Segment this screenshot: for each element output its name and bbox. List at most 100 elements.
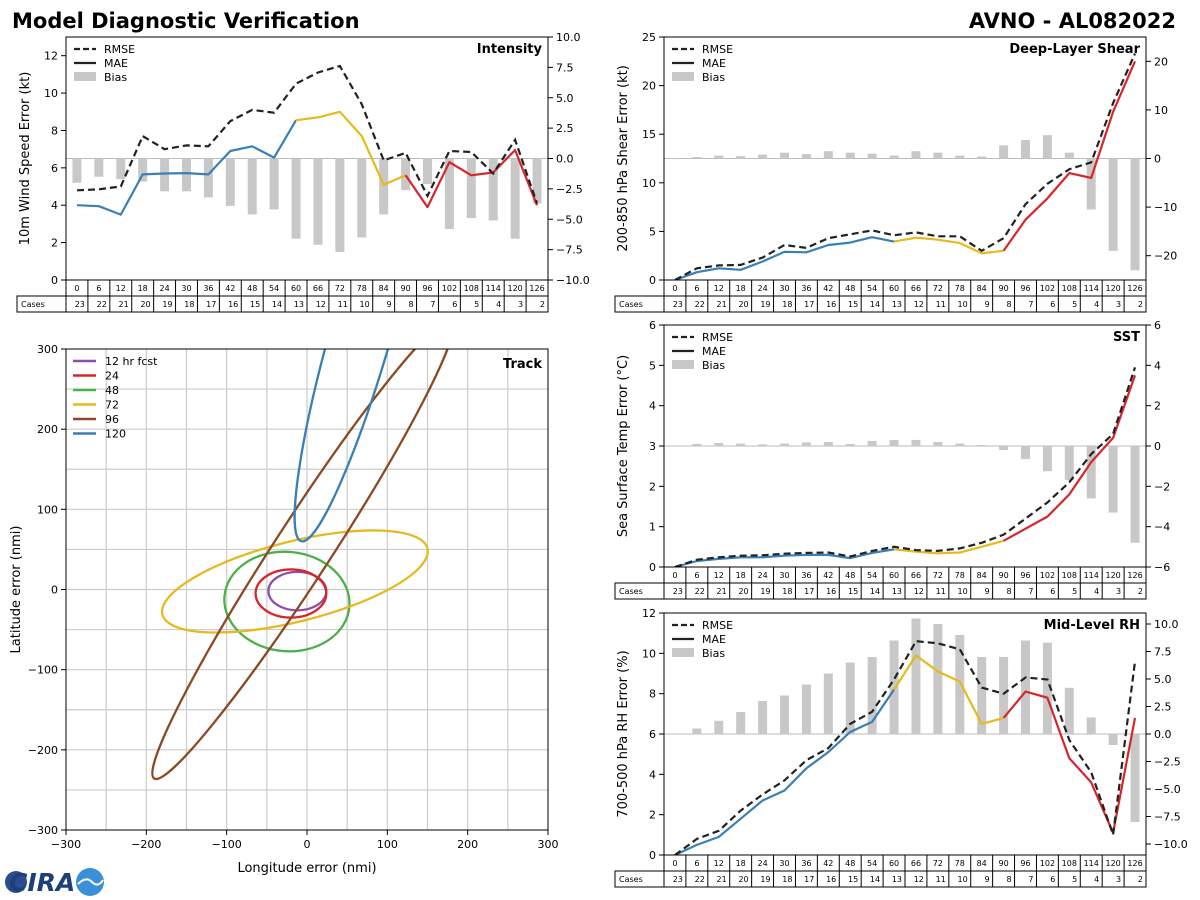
bias-bar — [1108, 446, 1118, 513]
bias-bar — [203, 158, 213, 198]
bias-bar — [335, 158, 345, 253]
bias-bar — [780, 443, 789, 446]
bias-bar — [823, 441, 833, 446]
figure-title: Model Diagnostic Verification — [12, 9, 360, 33]
bias-bar — [379, 158, 389, 215]
case-count: 18 — [782, 587, 792, 596]
hour-label: 96 — [1020, 859, 1030, 868]
panel-title: SST — [1113, 330, 1140, 345]
ellipse-layer — [151, 349, 455, 781]
hour-label: 108 — [1062, 284, 1077, 293]
bias-bar — [999, 145, 1009, 159]
rmse-line — [674, 53, 1137, 281]
bias-bar — [225, 158, 235, 206]
rmse-line — [674, 367, 1137, 569]
bias-bar — [758, 444, 768, 446]
legend-mae-label: MAE — [702, 57, 726, 70]
case-count: 12 — [316, 300, 326, 309]
y-tick-label: 5 — [649, 359, 656, 372]
bias-bar — [1108, 158, 1118, 251]
bias-bar — [357, 158, 367, 238]
bias-bar — [1042, 446, 1052, 472]
bias-bar — [955, 443, 965, 446]
bias-bar — [911, 151, 921, 159]
track-panel: −300 −200 −100 0 100 200 300 −300 −200 −100 0 100 20… — [9, 343, 559, 876]
case-count: 15 — [848, 875, 858, 884]
cira-globe-icon — [5, 871, 27, 893]
bias-bar — [1064, 446, 1074, 481]
y-tick-label: 12 — [642, 607, 656, 620]
hour-label: 6 — [694, 284, 699, 293]
bias-bar — [692, 443, 702, 446]
case-count: 16 — [826, 875, 836, 884]
hour-label: 24 — [757, 284, 767, 293]
cases-row — [16, 295, 549, 313]
legend-bias-label: Bias — [104, 71, 127, 84]
case-count: 6 — [1050, 875, 1055, 884]
hour-label: 66 — [911, 859, 921, 868]
y-tick-label: 10 — [642, 647, 656, 660]
hour-label: 84 — [379, 284, 389, 293]
y-tick-label: 0 — [649, 274, 656, 287]
hour-label: 72 — [933, 859, 943, 868]
rmse-line — [76, 64, 539, 204]
bias-bar — [867, 440, 877, 446]
hour-label: 60 — [889, 571, 899, 580]
x-tick-label: −300 — [51, 838, 81, 851]
legend-bias-label: Bias — [702, 647, 725, 660]
case-count: 15 — [848, 300, 858, 309]
case-count: 2 — [1138, 587, 1143, 596]
y-tick-label: −200 — [28, 744, 58, 757]
panel-title: Deep-Layer Shear — [1009, 42, 1140, 57]
y2-tick-label: −4 — [1154, 521, 1170, 534]
bias-bar — [1086, 717, 1096, 734]
case-count: 19 — [760, 875, 770, 884]
case-count: 11 — [936, 300, 946, 309]
y2-tick-label: 0 — [1154, 153, 1161, 166]
intensity-panel: 024681012−10.0−7.5−5.0−2.50.02.55.07.510… — [16, 31, 590, 313]
case-count: 4 — [1094, 587, 1099, 596]
case-count: 16 — [826, 587, 836, 596]
hour-label: 66 — [911, 571, 921, 580]
legend-bias-swatch — [672, 360, 694, 369]
legend-bias-label: Bias — [702, 359, 725, 372]
hour-label: 126 — [1127, 571, 1142, 580]
y-tick-label: 8 — [51, 124, 58, 137]
case-count: 9 — [985, 587, 990, 596]
legend-label: 12 hr fcst — [105, 355, 158, 368]
case-count: 14 — [870, 875, 880, 884]
case-count: 11 — [338, 300, 348, 309]
legend-mae-label: MAE — [702, 345, 726, 358]
y2-tick-label: 10.0 — [1154, 618, 1179, 631]
hour-label: 108 — [1062, 571, 1077, 580]
bias-bar — [670, 734, 680, 735]
y-tick-label: 10 — [642, 177, 656, 190]
hour-label: 18 — [138, 284, 148, 293]
bias-bar — [160, 158, 170, 192]
y2-tick-label: −2.5 — [556, 183, 583, 196]
hour-label: 78 — [955, 571, 965, 580]
hour-label: 84 — [977, 571, 987, 580]
legend-rmse-label: RMSE — [702, 43, 733, 56]
case-count: 20 — [738, 587, 748, 596]
hour-label: 84 — [977, 859, 987, 868]
y2-tick-label: 20 — [1154, 55, 1168, 68]
bias-bar — [1064, 687, 1074, 734]
mae-line-yellow — [295, 110, 407, 186]
case-count: 9 — [985, 875, 990, 884]
case-count: 14 — [870, 300, 880, 309]
hour-label: 72 — [335, 284, 345, 293]
y2-tick-label: −2 — [1154, 480, 1170, 493]
case-count: 23 — [75, 300, 85, 309]
case-count: 5 — [474, 300, 479, 309]
case-count: 20 — [140, 300, 150, 309]
hour-label: 48 — [845, 571, 855, 580]
case-count: 22 — [695, 875, 705, 884]
case-count: 4 — [1094, 300, 1099, 309]
y2-tick-label: 7.5 — [1154, 646, 1172, 659]
hour-label: 108 — [1062, 859, 1077, 868]
legend-rmse-label: RMSE — [702, 619, 733, 632]
case-count: 3 — [1116, 587, 1121, 596]
hour-label: 60 — [291, 284, 301, 293]
hour-label: 24 — [757, 859, 767, 868]
